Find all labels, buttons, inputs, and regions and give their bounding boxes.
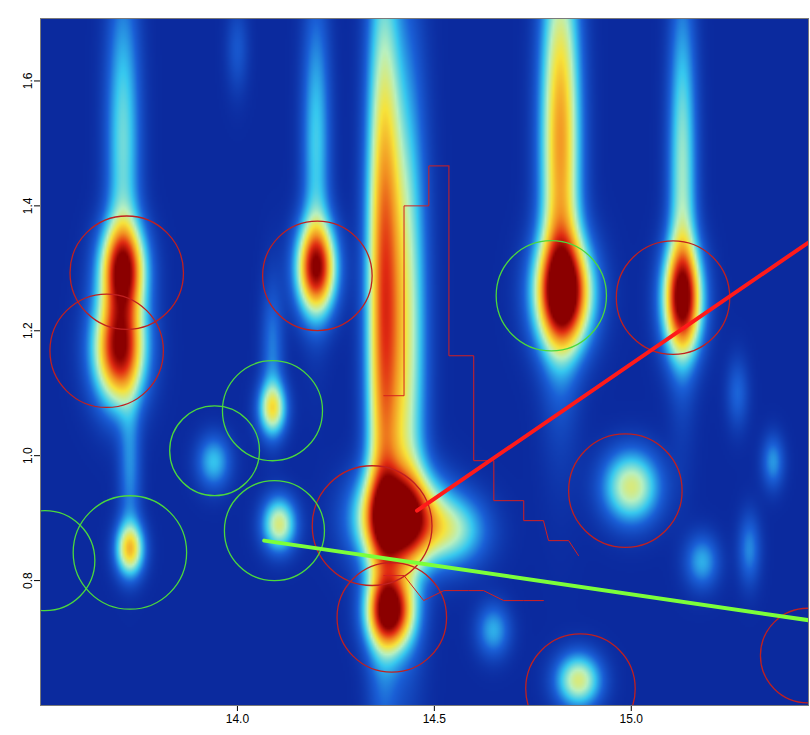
svg-text:0.8: 0.8 xyxy=(21,572,35,589)
svg-text:1.6: 1.6 xyxy=(21,72,35,89)
svg-text:14.5: 14.5 xyxy=(423,712,447,726)
svg-text:1.4: 1.4 xyxy=(21,197,35,214)
svg-text:1.0: 1.0 xyxy=(21,447,35,464)
svg-text:15.0: 15.0 xyxy=(620,712,644,726)
svg-text:14.0: 14.0 xyxy=(226,712,250,726)
svg-text:1.2: 1.2 xyxy=(21,322,35,339)
